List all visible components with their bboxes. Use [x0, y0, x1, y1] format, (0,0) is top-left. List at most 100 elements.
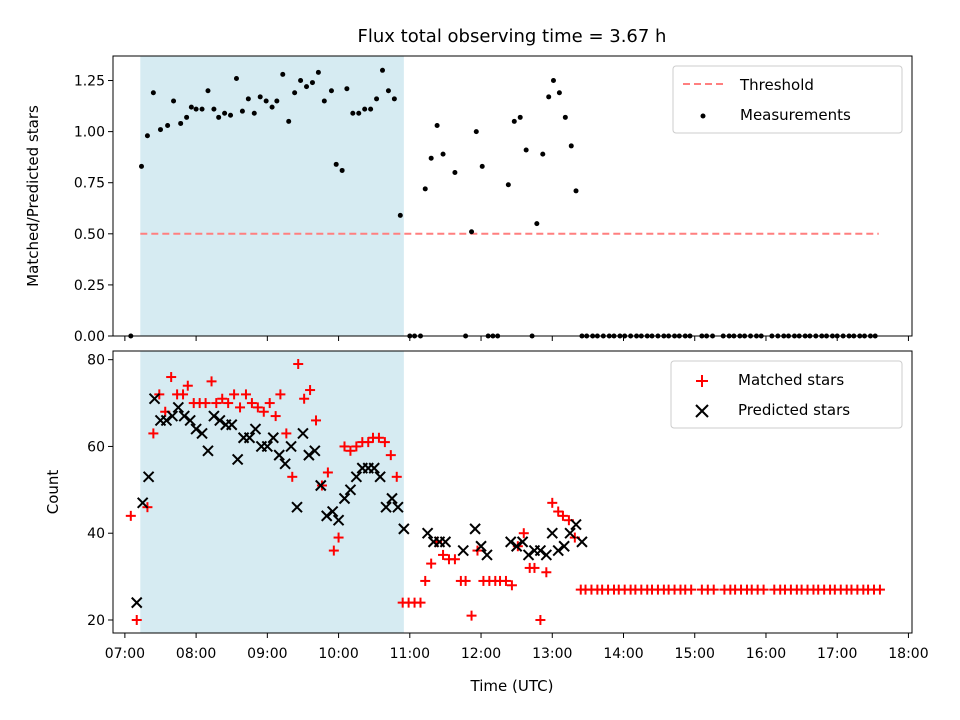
- matched-star-point: [311, 415, 322, 426]
- predicted-star-b: [190, 423, 202, 435]
- measurement-point: [315, 69, 321, 75]
- predicted-star-point: [261, 440, 274, 453]
- predicted-star-b: [510, 540, 523, 552]
- bottom-x-tick-label: 08:00: [176, 646, 216, 662]
- predicted-star-point: [576, 536, 588, 548]
- predicted-star-point: [398, 523, 410, 535]
- bottom-x-tick-label: 12:00: [461, 646, 501, 662]
- bottom-shaded-span: [140, 351, 404, 633]
- matched-star-point: [529, 562, 540, 573]
- bottom-x-tick-label: 17:00: [817, 646, 857, 662]
- predicted-star-point: [392, 501, 404, 513]
- bottom-y-tick-label: 20: [87, 613, 105, 629]
- measurement-point: [188, 104, 194, 110]
- matched-star-point: [541, 567, 552, 578]
- predicted-star-b: [332, 514, 345, 526]
- measurement-point: [228, 112, 234, 118]
- predicted-star-b: [469, 523, 481, 535]
- predicted-star-b: [439, 536, 452, 548]
- predicted-star-point: [469, 523, 481, 535]
- matched-legend-swatch: [696, 375, 708, 387]
- measurement-point: [304, 84, 310, 90]
- predicted-star-b: [184, 414, 196, 427]
- predicted-star-point: [552, 544, 564, 557]
- measurement-point: [233, 75, 239, 81]
- predicted-star-b: [386, 492, 398, 505]
- bottom-x-tick-label: 09:00: [247, 646, 287, 662]
- predicted-star-b: [315, 479, 327, 492]
- predicted-star-b: [350, 471, 363, 483]
- predicted-star-b: [261, 440, 274, 453]
- matched-star-point: [131, 614, 142, 625]
- measurement-point: [193, 106, 199, 112]
- matched-star-point: [391, 471, 402, 482]
- matched-star-point: [264, 398, 275, 409]
- threshold-legend-label: Threshold: [739, 76, 814, 94]
- bottom-x-tick-label: 10:00: [318, 646, 358, 662]
- matched-star-point: [322, 467, 333, 478]
- predicted-star-b: [326, 505, 339, 518]
- measurement-point: [385, 88, 391, 94]
- measurement-point: [452, 169, 458, 175]
- predicted-star-b: [374, 471, 386, 483]
- matched-star-point: [535, 614, 546, 625]
- measurement-point: [534, 221, 540, 227]
- bottom-panel: 07:00 08:00 09:00 10:00 11:00 12:00 13:00 14:00…: [44, 350, 929, 695]
- bottom-x-tick-label: 15:00: [675, 646, 715, 662]
- predicted-star-point: [315, 479, 327, 492]
- predicted-star-b: [564, 527, 576, 539]
- matched-star-point: [466, 610, 477, 621]
- predicted-star-b: [226, 419, 238, 431]
- bottom-x-axis-title: Time (UTC): [470, 677, 554, 695]
- matched-star-point: [460, 575, 471, 586]
- matched-legend-label: Matched stars: [738, 371, 844, 389]
- predicted-star-point: [421, 527, 434, 539]
- predicted-star-b: [516, 536, 529, 548]
- predicted-star-point: [564, 527, 576, 539]
- measurement-point: [257, 94, 263, 100]
- top-x-ticks: [124, 336, 909, 341]
- matched-star-point: [258, 406, 269, 417]
- predicted-star-b: [178, 410, 190, 422]
- predicted-star-point: [202, 445, 214, 457]
- predicted-star-b: [136, 497, 149, 509]
- measurement-point: [562, 114, 568, 120]
- predicted-star-b: [249, 423, 262, 435]
- measurement-point: [263, 98, 269, 104]
- chart-title: Flux total observing time = 3.67 h: [358, 26, 667, 47]
- bottom-y-tick-label: 80: [87, 353, 105, 369]
- predicted-star-point: [439, 536, 452, 548]
- predicted-star-b: [540, 549, 553, 561]
- predicted-star-point: [166, 410, 179, 422]
- bottom-y-axis-title: Count: [44, 470, 62, 515]
- predicted-star-point: [297, 427, 309, 440]
- predicted-star-b: [392, 501, 404, 513]
- matched-star-point: [758, 584, 769, 595]
- matched-star-point: [178, 389, 189, 400]
- matched-star-point: [281, 428, 292, 439]
- matched-star-point: [518, 528, 529, 539]
- predicted-star-b: [214, 414, 226, 427]
- measurement-point: [171, 98, 177, 104]
- predicted-star-point: [208, 410, 220, 422]
- predicted-star-point: [522, 549, 535, 561]
- predicted-star-b: [309, 445, 321, 457]
- matched-star-point: [148, 428, 159, 439]
- predicted-star-point: [184, 414, 196, 427]
- measurement-point: [540, 151, 546, 157]
- measurement-point: [298, 78, 304, 84]
- bottom-legend: Matched stars Predicted stars: [670, 360, 903, 429]
- predicted-star-point: [332, 514, 345, 526]
- predicted-star-b: [457, 544, 469, 557]
- matched-star-point: [874, 584, 885, 595]
- predicted-star-point: [231, 453, 244, 466]
- bottom-y-axis: 20 40 60 80: [87, 353, 113, 629]
- measurement-point: [479, 163, 485, 169]
- measurement-point: [269, 104, 275, 110]
- measurement-point: [274, 98, 280, 104]
- matched-star-point: [385, 450, 396, 461]
- top-y-tick-label: 0.75: [74, 176, 105, 192]
- measurement-point: [511, 118, 517, 124]
- top-shaded-span: [140, 56, 404, 336]
- predicted-star-b: [398, 523, 410, 535]
